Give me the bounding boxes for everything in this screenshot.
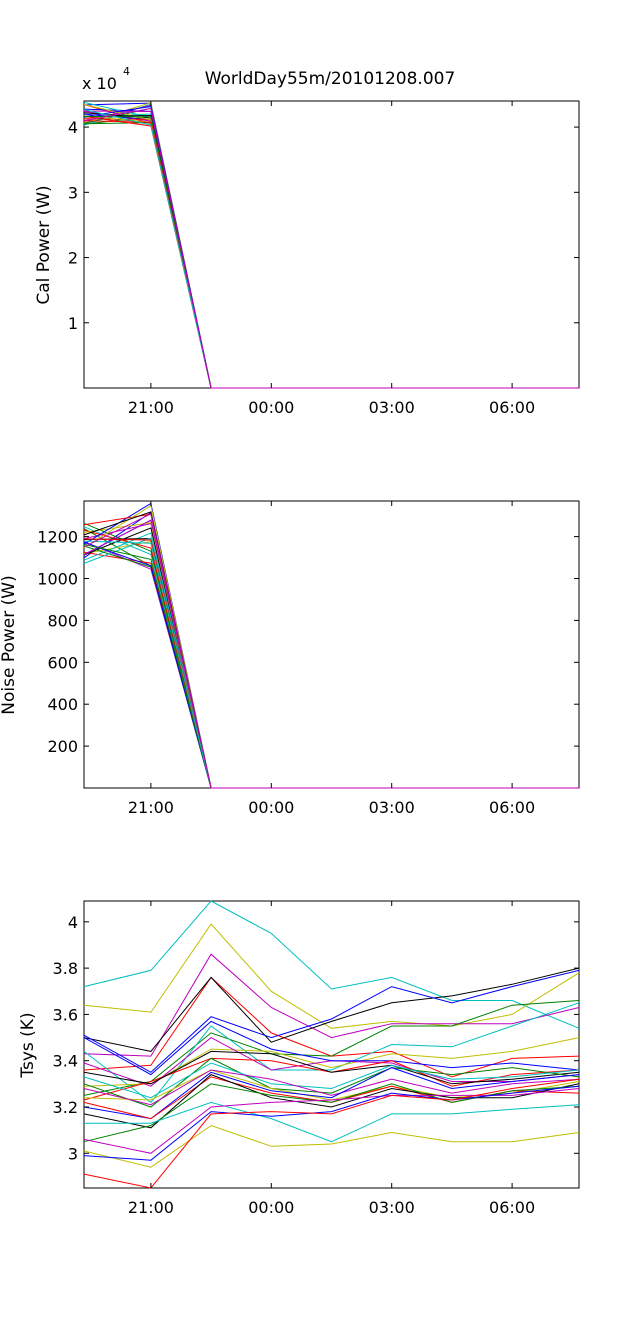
series-line [83,1050,580,1085]
noise-power-series [83,502,579,789]
cal-power-series [83,101,579,389]
tsys-axes-box [83,900,580,1189]
ytick-label: 3.8 [53,959,78,978]
series-line [83,967,580,1052]
series-line [84,1101,580,1143]
cal-power-axes-box [83,100,580,389]
cal-power-ylabel: Cal Power (W) [34,185,54,304]
tsys-series [83,900,580,1189]
series-line [83,1062,580,1099]
series-line [83,107,579,389]
xtick-label: 00:00 [248,798,294,817]
ytick-label: 4 [68,118,78,137]
series-line [83,1057,580,1108]
series-line [83,1083,580,1143]
ytick-label: 1 [68,314,78,333]
series-line [83,1020,580,1076]
ytick-label: 200 [47,737,78,756]
noise-power-ylabel: Noise Power (W) [0,575,19,714]
y-exponent-power: 4 [123,65,130,78]
ytick-label: 3.6 [53,1005,78,1024]
series-line [83,923,580,1029]
xtick-label: 03:00 [369,798,415,817]
xtick-label: 00:00 [248,398,294,417]
ytick-label: 600 [47,653,78,672]
xtick-label: 21:00 [128,798,174,817]
tsys-ticks: 3 3.2 3.4 3.6 3.8 4 21:00 00:00 03:00 06:00 [53,901,579,1217]
y-exponent-base: x 10 [82,74,117,93]
series-line [83,1000,580,1096]
ytick-label: 3.4 [53,1052,78,1071]
cal-power-ticks: 1 2 3 4 21:00 00:00 03:00 06:00 [68,101,579,417]
xtick-label: 06:00 [489,798,535,817]
ytick-label: 1200 [37,528,78,547]
ytick-label: 3 [68,1144,78,1163]
series-line [83,969,580,1073]
ytick-label: 400 [47,695,78,714]
figure-title: WorldDay55m/20101208.007 [205,69,456,89]
series-line [83,953,580,1057]
series-line [83,1067,580,1120]
noise-power-axes-box [83,500,580,789]
xtick-label: 03:00 [369,1198,415,1217]
xtick-label: 21:00 [128,398,174,417]
series-line [83,1069,580,1106]
ytick-label: 2 [68,249,78,268]
tsys-ylabel: Tsys (K) [18,1012,38,1078]
xtick-label: 00:00 [248,1198,294,1217]
ytick-label: 3 [68,183,78,202]
ytick-label: 3.2 [53,1098,78,1117]
xtick-label: 03:00 [369,398,415,417]
noise-power-ticks: 200 400 600 800 1000 1200 21:00 00:00 03:00 06:00 [37,501,579,817]
ytick-label: 800 [47,611,78,630]
series-line [83,1078,580,1189]
series-line [83,513,579,789]
series-line [83,1002,580,1104]
series-line [83,900,580,1029]
xtick-label: 21:00 [128,1198,174,1217]
series-line [83,1074,580,1129]
xtick-label: 06:00 [489,398,535,417]
xtick-label: 06:00 [489,1198,535,1217]
series-line [83,1124,580,1168]
series-line [83,1037,580,1087]
ytick-label: 1000 [37,570,78,589]
tsys-panel: 3 3.2 3.4 3.6 3.8 4 21:00 00:00 03:00 06:00 Tsys … [18,900,580,1217]
cal-power-panel: 1 2 3 4 21:00 00:00 03:00 06:00 Cal Power (W) [34,100,580,417]
ytick-label: 4 [68,913,78,932]
series-line [83,1085,580,1161]
noise-power-panel: 200 400 600 800 1000 1200 21:00 00:00 03:00 06:00… [0,500,580,817]
